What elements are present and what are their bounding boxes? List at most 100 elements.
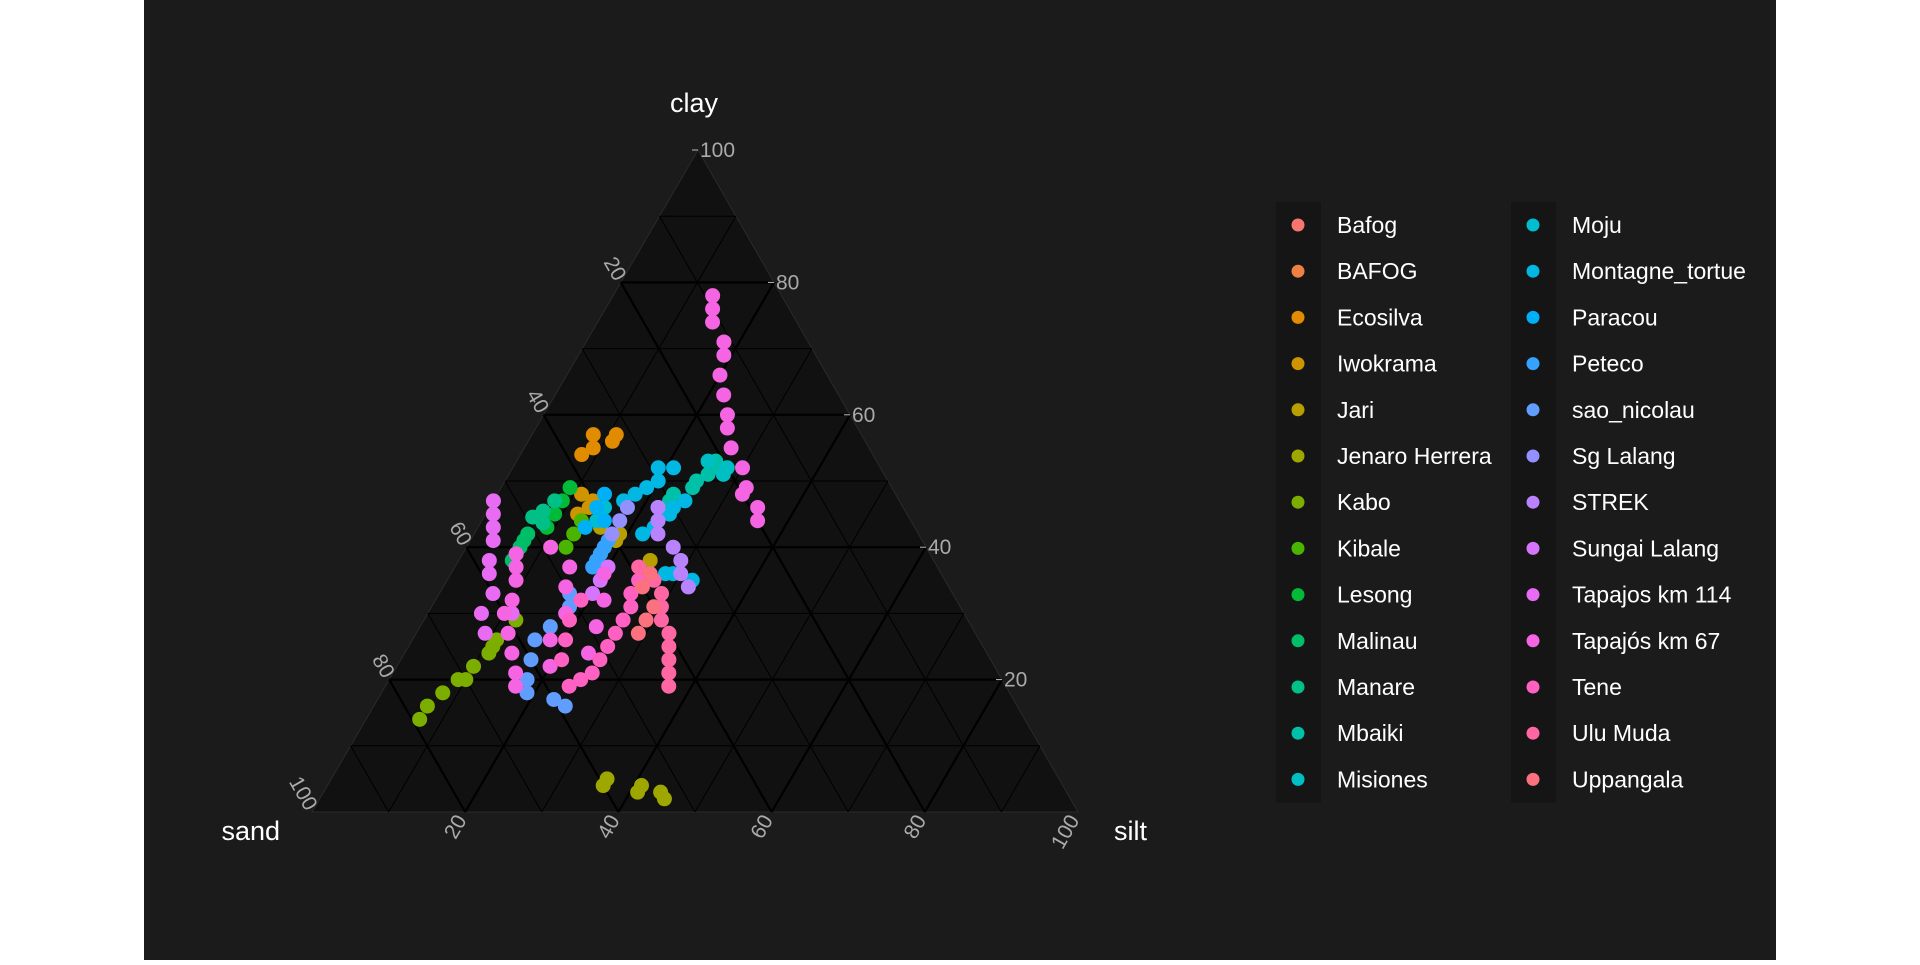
data-point [689,473,704,489]
grid-line-silt [694,480,889,813]
data-point [592,652,608,668]
data-point [585,440,601,456]
legend-label: Malinau [1337,628,1418,654]
legend-key [1526,541,1540,555]
data-point [716,334,732,350]
data-point [561,678,577,694]
data-point [661,639,677,654]
data-point [547,493,563,509]
data-point [705,314,721,330]
data-point [554,652,570,668]
data-point [653,612,669,628]
data-point [596,592,612,608]
data-point [630,625,646,641]
data-point [615,612,631,628]
data-point [504,645,520,661]
legend-key [1526,634,1540,648]
data-point [673,566,689,582]
data-point [542,658,558,674]
data-point [546,691,562,707]
data-point [596,513,612,529]
data-point [419,698,435,714]
data-point [485,533,501,549]
grid-line-silt [770,546,927,813]
data-point [735,460,751,476]
grid-line-sand [581,348,849,813]
data-point [723,440,739,456]
legend-key [1526,264,1540,278]
legend-label: Tene [1572,674,1622,700]
legend-key [1526,680,1540,694]
legend-label: BAFOG [1337,258,1418,284]
data-point [485,506,501,522]
data-point [504,592,520,608]
data-point [700,466,716,482]
tick-label-clay: 20 [1004,669,1027,692]
data-point [665,539,681,555]
legend-key [1291,403,1305,417]
data-point [607,625,623,641]
data-point [716,347,732,363]
data-point [661,678,677,694]
legend-label: Montagne_tortue [1572,258,1746,284]
legend-label: Moju [1572,212,1622,238]
data-point [661,625,677,641]
data-point [523,652,539,668]
data-point [719,407,735,423]
legend-key [1291,264,1305,278]
data-point [638,612,654,628]
legend-key [1291,726,1305,740]
data-point [535,515,551,531]
data-point [665,486,681,502]
data-point [642,566,658,582]
data-point [580,645,596,661]
tick-label-clay: 60 [852,404,875,427]
legend-label: Misiones [1337,766,1428,792]
data-point [558,579,574,595]
legend-label: Kibale [1337,535,1401,561]
legend-label: Bafog [1337,212,1397,238]
data-point [562,559,578,575]
data-point [519,672,535,688]
tick-label-clay: 40 [928,536,951,559]
data-point [585,427,601,443]
legend-label: Jari [1337,397,1374,423]
legend-label: Iwokrama [1337,351,1437,377]
data-point [558,632,574,648]
legend-label: Uppangala [1572,766,1683,792]
data-point [458,672,474,688]
grid-line-silt [847,613,965,813]
legend-key [1291,588,1305,602]
legend-key [1526,310,1540,324]
legend-key [1526,218,1540,232]
data-point [412,711,428,727]
data-point [612,513,628,529]
legend-key [1291,357,1305,371]
data-point [650,526,666,542]
legend-key [1526,588,1540,602]
data-point [661,652,677,668]
data-point [547,506,563,522]
data-point [666,460,682,476]
legend-key [1291,495,1305,509]
tick-label-clay: 80 [776,271,799,294]
data-point [473,605,489,621]
axis-label-top: clay [670,88,719,118]
data-point [481,566,497,582]
data-point [719,420,735,436]
data-point [634,778,649,794]
data-point [650,513,666,529]
data-point [680,579,696,595]
data-point [750,499,766,515]
legend-label: Tapajos km 114 [1572,582,1732,608]
data-point [558,539,574,555]
axis-label-right: silt [1114,816,1147,846]
data-point [642,552,658,568]
data-point [734,486,750,502]
data-point [585,586,601,602]
legend-label: sao_nicolau [1572,397,1695,423]
data-point [574,486,590,502]
data-point [562,480,578,496]
data-point [600,639,616,654]
data-point [597,486,613,502]
